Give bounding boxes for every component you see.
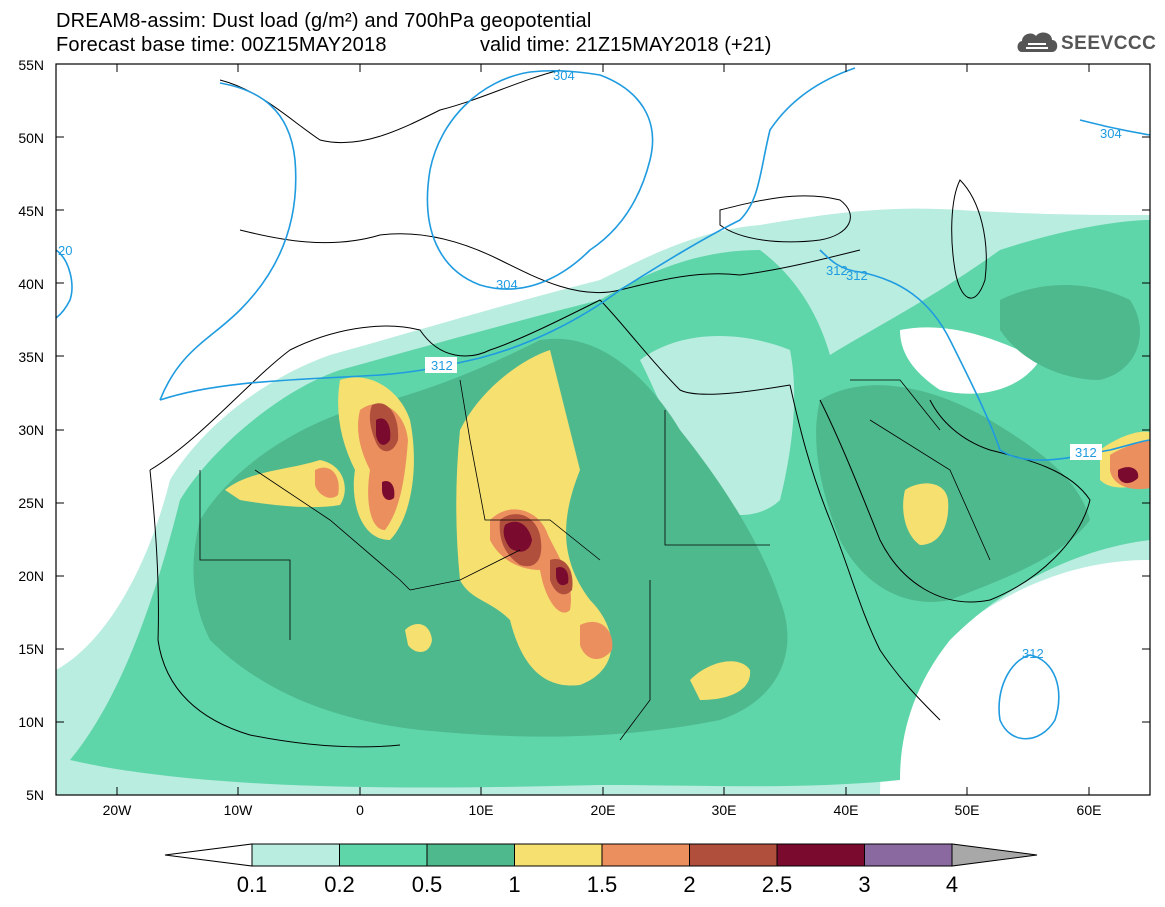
dust-level-0-5-iran xyxy=(1000,285,1140,380)
colorbar-box xyxy=(864,843,953,867)
lat-label: 35N xyxy=(18,349,44,365)
contour-label: 312 xyxy=(1022,646,1044,661)
colorbar-box xyxy=(251,843,340,867)
border-mauritania xyxy=(199,470,291,640)
geopotential-contours xyxy=(56,67,1150,740)
colorbar-box xyxy=(776,843,865,867)
contour-304-europe xyxy=(426,69,654,290)
arabia-coast xyxy=(819,399,1091,603)
contour-312-east xyxy=(819,249,1150,461)
colorbar-under-triangle xyxy=(164,843,253,867)
colorbar-level-label: 2 xyxy=(683,872,696,897)
colorbar-level-label: 3 xyxy=(858,872,871,897)
colorbar-box xyxy=(339,843,428,867)
dust-level-3-e xyxy=(1118,467,1139,484)
colorbar-level-label: 0.2 xyxy=(324,872,355,897)
border-libya-egypt xyxy=(664,410,770,546)
contour-labels: 304 304 304 312 312 312 312 312 20 xyxy=(58,68,1122,661)
colorbar-level-label: 2.5 xyxy=(761,872,793,897)
contour-312-main xyxy=(159,82,297,401)
lon-label: 60E xyxy=(1076,802,1102,818)
axis-ticks xyxy=(56,63,1150,795)
caspian-sea xyxy=(951,179,987,299)
dust-clear-arabia xyxy=(900,327,1040,394)
dust-level-1-5-c xyxy=(580,621,613,660)
contour-304-ne xyxy=(1079,119,1150,136)
europe-coast xyxy=(239,229,861,294)
cloud-icon xyxy=(1017,32,1058,52)
coastline-layer xyxy=(149,69,1091,748)
logo-text: SEEVCCC xyxy=(1061,33,1157,54)
lat-label: 5N xyxy=(26,787,44,803)
contour-20-west xyxy=(56,249,73,319)
lon-label: 10W xyxy=(223,802,253,818)
border-niger xyxy=(409,549,521,591)
lat-label: 15N xyxy=(18,641,44,657)
colorbar-box xyxy=(426,843,515,867)
lon-label: 20W xyxy=(102,802,132,818)
dust-level-3-d xyxy=(382,480,395,501)
west-africa-coast xyxy=(149,469,401,748)
colorbar-box xyxy=(689,843,778,867)
forecast-base-time: Forecast base time: 00Z15MAY2018 xyxy=(56,34,387,56)
border-saudi xyxy=(869,419,991,561)
border-chad-sudan xyxy=(619,580,651,741)
colorbar-level-label: 0.5 xyxy=(411,872,443,897)
colorbar-level-label: 1.5 xyxy=(586,872,618,897)
border-algeria-libya xyxy=(459,379,601,561)
contour-312-somalia xyxy=(998,654,1060,740)
dust-level-1-5-e xyxy=(315,467,339,498)
colorbar-box xyxy=(601,843,690,867)
lon-label: 30E xyxy=(711,802,737,818)
lat-label: 45N xyxy=(18,203,44,219)
contour-label: 304 xyxy=(553,68,575,83)
north-africa-coast xyxy=(149,299,791,471)
dust-level-3-c xyxy=(556,566,569,586)
contour-label: 312 xyxy=(1075,445,1097,460)
colorbar-level-label: 0.1 xyxy=(236,872,268,897)
lat-label: 50N xyxy=(18,130,44,146)
border-mali-algeria xyxy=(254,469,411,591)
lat-label: 10N xyxy=(18,714,44,730)
lat-label: 25N xyxy=(18,495,44,511)
dust-level-1-morocco xyxy=(225,460,345,508)
contour-312-med xyxy=(159,67,856,401)
contour-label: 312 xyxy=(846,268,868,283)
colorbar-level-label: 1 xyxy=(508,872,521,897)
lat-label: 20N xyxy=(18,568,44,584)
dust-level-3 xyxy=(503,521,532,552)
dust-level-1-niger xyxy=(405,624,432,652)
dust-level-1-sudan xyxy=(690,661,751,700)
valid-time: valid time: 21Z15MAY2018 (+21) xyxy=(480,34,772,56)
colorbar xyxy=(164,843,1038,867)
black-sea xyxy=(719,195,851,243)
lon-label: 0 xyxy=(356,802,364,818)
colorbar-box xyxy=(514,843,603,867)
border-iraq xyxy=(850,379,941,431)
contour-label: 304 xyxy=(1100,126,1122,141)
lat-label: 55N xyxy=(18,57,44,73)
europe-north xyxy=(219,69,561,144)
dust-clear-east-africa xyxy=(920,560,1150,795)
colorbar-level-label: 4 xyxy=(945,872,959,897)
lon-label: 50E xyxy=(954,802,980,818)
lon-label: 20E xyxy=(590,802,616,818)
dust-clear-egypt xyxy=(640,336,795,515)
lon-label: 40E xyxy=(833,802,859,818)
contour-label: 312 xyxy=(431,358,453,373)
dust-level-3-b xyxy=(376,418,391,445)
lat-label: 30N xyxy=(18,422,44,438)
dust-level-1-saudi xyxy=(903,483,949,545)
red-sea-coast xyxy=(789,384,941,721)
lon-label: 10E xyxy=(468,802,494,818)
contour-label: 304 xyxy=(496,277,518,292)
colorbar-over-triangle xyxy=(951,843,1038,867)
contour-label: 312 xyxy=(826,263,848,278)
contour-label: 20 xyxy=(58,243,72,258)
lat-label: 40N xyxy=(18,276,44,292)
border-layer xyxy=(199,379,991,741)
chart-title: DREAM8-assim: Dust load (g/m²) and 700hP… xyxy=(56,10,592,32)
